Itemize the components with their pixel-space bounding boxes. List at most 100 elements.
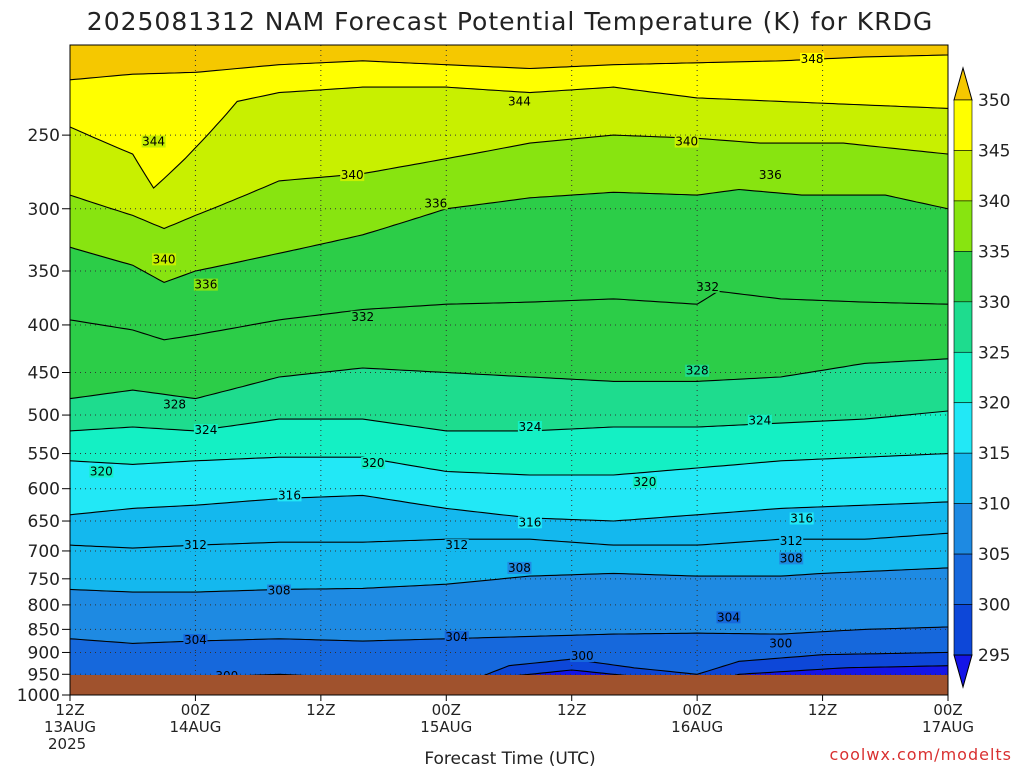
colorbar-segment xyxy=(953,301,973,353)
band-fill xyxy=(70,411,948,475)
x-tick-label: 12Z xyxy=(306,701,335,719)
isentrope-308 xyxy=(70,567,948,593)
contour-label: 336 xyxy=(424,196,447,210)
colorbar-segment xyxy=(953,351,973,404)
contour-label-bg xyxy=(517,420,542,433)
contour-label: 340 xyxy=(341,168,364,182)
colorbar-segment xyxy=(953,251,973,303)
y-tick-label: 950 xyxy=(28,665,60,685)
contour-label: 324 xyxy=(518,420,541,434)
colorbar-label: 315 xyxy=(978,444,1010,464)
contour-label: 340 xyxy=(153,252,176,266)
contour-label: 328 xyxy=(163,397,186,411)
colorbar-segment xyxy=(953,452,973,504)
contour-label-bg xyxy=(89,465,114,478)
contour-label-bg xyxy=(444,630,469,643)
colorbar-bottom-arrow xyxy=(953,654,973,689)
contour-label: 316 xyxy=(278,488,301,502)
colorbar-label: 345 xyxy=(978,141,1010,161)
contour-label: 312 xyxy=(780,534,803,548)
isentrope-340 xyxy=(70,134,948,230)
contour-label: 308 xyxy=(268,583,291,597)
contour-label-bg xyxy=(768,637,793,650)
credit-text: coolwx.com/modelts xyxy=(830,745,1012,764)
plot-area: 348 344 344 340 340 336 336 340 336 332 332 328 328 3… xyxy=(70,45,948,695)
y-tick-label: 850 xyxy=(28,620,60,640)
contour-label-bg xyxy=(183,539,208,552)
colorbar-label: 310 xyxy=(978,495,1010,515)
x-tick-label: 16AUG xyxy=(671,718,723,736)
x-tick-label: 17AUG xyxy=(922,718,974,736)
contour-label-bg xyxy=(685,364,710,377)
band-fill xyxy=(70,87,948,229)
colorbar-segment xyxy=(953,503,973,555)
band-fill xyxy=(70,135,948,283)
contour-label: 348 xyxy=(801,52,824,66)
contour-label-bg xyxy=(758,169,783,182)
isentrope-344 xyxy=(70,86,948,189)
contour-label: 324 xyxy=(748,414,771,428)
y-tick-label: 250 xyxy=(28,126,60,146)
y-axis: 250 300 350 400 450 500 550 600 650 700 750 800 850 9… xyxy=(17,126,70,706)
contour-label: 320 xyxy=(362,456,385,470)
contour-label: 304 xyxy=(184,633,207,647)
colorbar-segment xyxy=(953,200,973,252)
colorbar-top-arrow xyxy=(953,66,973,101)
isentrope-336 xyxy=(70,188,948,284)
contour-label: 312 xyxy=(184,538,207,552)
band-fill xyxy=(70,453,948,521)
y-tick-label: 750 xyxy=(28,570,60,590)
contour-label-bg xyxy=(695,280,720,293)
band-fill xyxy=(70,567,948,644)
y-tick-label: 350 xyxy=(28,262,60,282)
contour-label-bg xyxy=(340,169,365,182)
x-tick-label: 00Z xyxy=(682,701,711,719)
colorbar-segment xyxy=(953,402,973,454)
contour-label: 328 xyxy=(686,364,709,378)
contour-label: 316 xyxy=(790,512,813,526)
contour-label: 344 xyxy=(508,94,531,108)
x-tick-label: 14AUG xyxy=(169,718,221,736)
y-tick-label: 900 xyxy=(28,643,60,663)
contour-label-bg xyxy=(507,95,532,108)
contour-label: 332 xyxy=(351,310,374,324)
y-tick-label: 300 xyxy=(28,200,60,220)
colorbar-segment xyxy=(953,150,973,202)
contour-label: 320 xyxy=(90,465,113,479)
isentrope-304 xyxy=(70,626,948,644)
contour-label-bg xyxy=(423,197,448,210)
colorbar-segment xyxy=(953,99,973,151)
contour-label: 320 xyxy=(633,475,656,489)
contour-label: 332 xyxy=(696,280,719,294)
contour-label-bg xyxy=(800,52,825,65)
x-tick-label: 00Z xyxy=(933,701,962,719)
contour-label-bg xyxy=(789,512,814,525)
colorbar-label: 335 xyxy=(978,242,1010,262)
y-tick-label: 1000 xyxy=(17,686,60,706)
contour-label-bg xyxy=(444,539,469,552)
colorbar-label: 300 xyxy=(978,596,1010,616)
contour-label-bg xyxy=(361,456,386,469)
contour-label-bg xyxy=(141,135,166,148)
contour-label-bg xyxy=(193,278,218,291)
contour-label-bg xyxy=(277,489,302,502)
contour-label-bg xyxy=(570,650,595,663)
plot-frame xyxy=(69,44,949,696)
contour-label: 304 xyxy=(445,630,468,644)
x-tick-label: 12Z xyxy=(808,701,837,719)
band-fill xyxy=(70,55,948,188)
contour-label-bg xyxy=(350,310,375,323)
x-tick-label: 00Z xyxy=(181,701,210,719)
contour-label: 300 xyxy=(571,649,594,663)
contour-label: 312 xyxy=(445,538,468,552)
y-tick-label: 600 xyxy=(28,480,60,500)
contour-label: 324 xyxy=(194,423,217,437)
y-tick-label: 550 xyxy=(28,445,60,465)
filled-contours xyxy=(70,45,948,695)
colorbar-segment xyxy=(953,604,973,656)
colorbar: 295 300 305 310 315 320 325 330 335 340 345 350 xyxy=(953,66,1010,689)
contour-label-bg xyxy=(193,424,218,437)
colorbar-label: 330 xyxy=(978,293,1010,313)
x-tick-label: 12Z xyxy=(55,701,84,719)
